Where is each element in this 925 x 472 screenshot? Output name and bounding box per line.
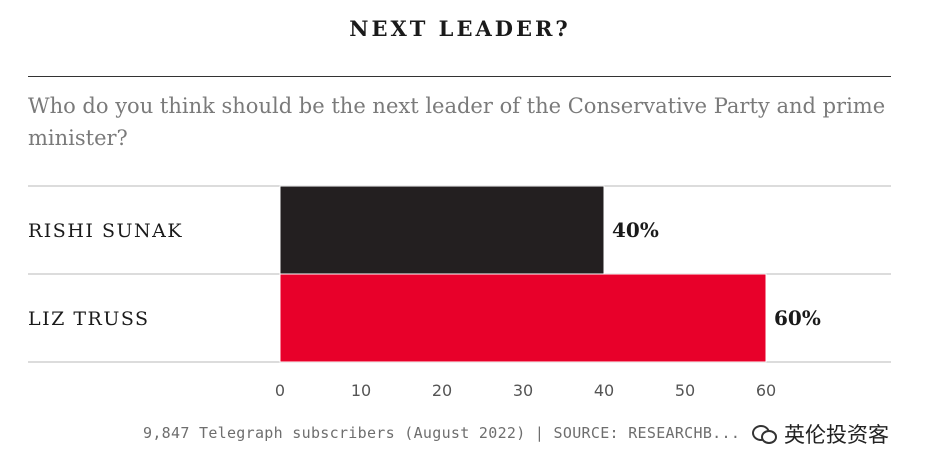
x-tick-label: 50: [675, 381, 695, 400]
x-tick-label: 60: [756, 381, 776, 400]
chart-title: NEXT LEADER?: [349, 16, 571, 41]
category-label: RISHI SUNAK: [28, 220, 183, 242]
title-divider: [28, 76, 891, 77]
watermark-text: 英伦投资客: [782, 419, 891, 449]
bar-0: [279, 185, 605, 275]
chart-question: Who do you think should be the next lead…: [28, 94, 886, 150]
bar-1: [279, 273, 767, 363]
x-tick-label: 40: [594, 381, 614, 400]
x-tick-label: 30: [513, 381, 533, 400]
x-tick-label: 0: [275, 381, 285, 400]
category-label: LIZ TRUSS: [28, 308, 150, 330]
source-note: 9,847 Telegraph subscribers (August 2022…: [143, 424, 741, 442]
watermark: 英伦投资客: [752, 419, 891, 449]
x-tick-label: 10: [351, 381, 371, 400]
wechat-icon: [752, 423, 778, 445]
x-tick-label: 20: [432, 381, 452, 400]
value-label: 60%: [774, 306, 821, 330]
value-label: 40%: [612, 218, 659, 242]
